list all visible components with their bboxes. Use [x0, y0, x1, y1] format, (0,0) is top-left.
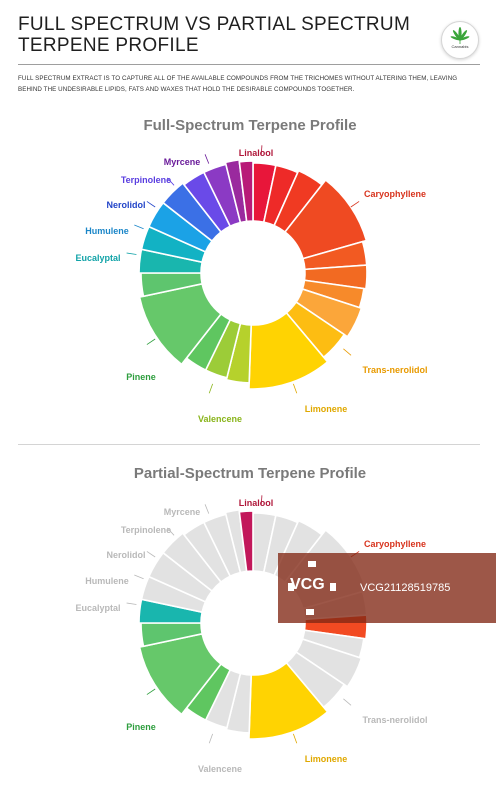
leader-line [167, 177, 175, 186]
leader-line [343, 348, 352, 356]
watermark-id: VCG21128519785 [360, 582, 451, 594]
segment-label-valencene: Valencene [198, 414, 242, 424]
segment-label-eucalyptal: Eucalyptal [75, 253, 120, 263]
segment-label-nerolidol: Nerolidol [106, 200, 145, 210]
segment-label-pinene: Pinene [126, 722, 156, 732]
leader-line [146, 201, 156, 208]
donut-segment [248, 311, 329, 390]
full-spectrum-donut: Linalool Myrcene Terpinolene Nerolidol Humul… [75, 145, 428, 424]
leader-line [260, 145, 263, 156]
section-divider [18, 444, 480, 445]
leader-line [126, 252, 137, 255]
leader-line [292, 383, 298, 394]
leader-line [343, 698, 352, 706]
donut-segment [138, 282, 223, 366]
segment-label-valencene: Valencene [198, 764, 242, 774]
donut-segment [238, 510, 254, 573]
segment-label-trans-nerolidol: Trans-nerolidol [362, 365, 427, 375]
segment-label-caryophyllene: Caryophyllene [364, 189, 426, 199]
segment-label-limonene: Limonene [305, 754, 348, 764]
leader-line [204, 154, 210, 164]
cannabis-leaf-icon [450, 27, 470, 44]
watermark-logo-text: VCG [290, 576, 325, 593]
segment-label-terpinolene: Terpinolene [121, 175, 171, 185]
segment-label-pinene: Pinene [126, 372, 156, 382]
leader-line [146, 338, 156, 345]
segment-label-humulene: Humulene [85, 226, 129, 236]
leader-line [260, 495, 263, 506]
watermark: VCG VCG21128519785 [278, 553, 496, 623]
leader-line [146, 688, 156, 695]
full-spectrum-title: Full-Spectrum Terpene Profile [143, 117, 357, 134]
segment-label-trans-nerolidol: Trans-nerolidol [362, 715, 427, 725]
segment-label-terpinolene: Terpinolene [121, 525, 171, 535]
title-line-1: Full Spectrum vs Partial Spectrum [18, 14, 411, 35]
segment-label-limonene: Limonene [305, 404, 348, 414]
segment-label-linalool: Linalool [239, 148, 274, 158]
segment-label-caryophyllene: Caryophyllene [364, 539, 426, 549]
leader-line [134, 224, 144, 230]
donut-segment [248, 661, 329, 740]
segment-label-linalool: Linalool [239, 498, 274, 508]
intro-paragraph: Full spectrum extract is to capture all … [18, 75, 458, 93]
leader-line [208, 733, 214, 744]
cannabis-logo: Cannabis [441, 21, 479, 59]
segment-label-nerolidol: Nerolidol [106, 550, 145, 560]
leader-line [126, 602, 137, 605]
page-title: Full Spectrum vs Partial Spectrum Terpen… [18, 14, 418, 56]
segment-label-myrcene: Myrcene [164, 507, 201, 517]
donut-segment [283, 178, 368, 260]
segment-label-myrcene: Myrcene [164, 157, 201, 167]
partial-spectrum-donut: Linalool Myrcene Terpinolene Nerolidol Humul… [75, 495, 428, 774]
donut-segment [238, 160, 254, 223]
leader-line [134, 574, 144, 580]
partial-spectrum-title: Partial-Spectrum Terpene Profile [133, 465, 367, 482]
leader-line [350, 201, 360, 208]
logo-text: Cannabis [451, 44, 469, 49]
leader-line [167, 527, 175, 536]
leader-line [208, 383, 214, 394]
header-divider [18, 64, 480, 65]
leader-line [146, 551, 156, 558]
segment-label-eucalyptal: Eucalyptal [75, 603, 120, 613]
vcg-logo-icon [288, 561, 336, 615]
title-line-2: Terpene Profile [18, 35, 199, 56]
leader-line [204, 504, 210, 514]
leader-line [292, 733, 298, 744]
donut-segment [138, 632, 223, 716]
segment-label-humulene: Humulene [85, 576, 129, 586]
